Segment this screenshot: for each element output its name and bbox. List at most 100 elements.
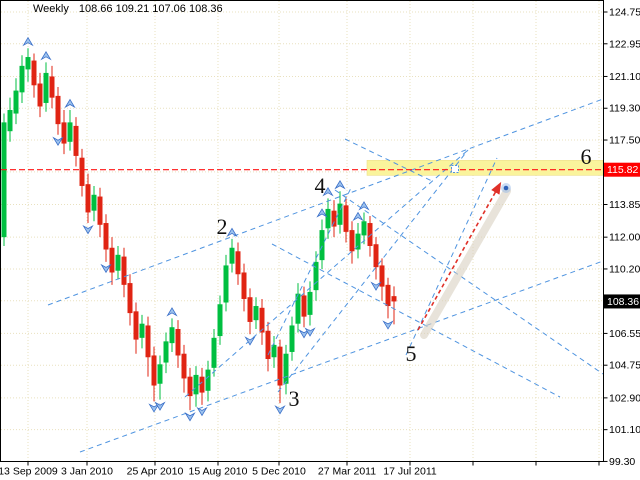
fractal-down-icon (304, 327, 316, 337)
candle-body (379, 265, 385, 287)
trendline (277, 149, 469, 393)
fractal-up-icon (226, 227, 238, 238)
fractal-down-icon (154, 401, 166, 411)
candle-body (301, 295, 307, 317)
price-axis-label: 106.55 (609, 328, 640, 340)
date-axis-label: 13 Sep 2009 (0, 466, 58, 478)
trendline (47, 98, 604, 306)
candle-body (337, 203, 343, 225)
candle-body (259, 307, 265, 333)
candle-body (373, 244, 379, 268)
candle-body (343, 205, 349, 232)
candle-body (121, 256, 127, 285)
date-axis-label: 5 Dec 2010 (252, 466, 306, 478)
candle-body (181, 353, 187, 379)
wave-label-6[interactable]: 6 (581, 144, 592, 169)
candle-body (61, 122, 67, 144)
fractal-up-icon (352, 211, 364, 222)
wave-number-layer[interactable]: 2 3 4 5 6 (217, 144, 592, 411)
price-axis-label: 99.30 (609, 456, 635, 468)
date-axis-label: 25 Apr 2010 (127, 466, 184, 478)
ohlc-values: 108.66 109.21 107.06 108.36 (78, 3, 223, 15)
candle-body (73, 125, 79, 156)
wave-label-5[interactable]: 5 (406, 341, 417, 366)
wave-label-3[interactable]: 3 (289, 386, 300, 411)
candle-body (19, 65, 25, 93)
candle-body (199, 376, 205, 393)
fractal-up-icon (22, 36, 34, 47)
wave-label-4[interactable]: 4 (315, 173, 326, 198)
candle-body (331, 210, 337, 227)
price-axis-label: 121.10 (609, 71, 640, 83)
candle-body (193, 374, 199, 395)
grid-layer (1, 1, 603, 461)
candle-body (355, 233, 361, 250)
candle-body (43, 72, 49, 103)
current-price-badge: 108.36 (607, 296, 639, 308)
candle-body (103, 223, 109, 250)
fractal-up-icon (322, 187, 334, 197)
candle-body (361, 221, 367, 236)
candle-body (169, 327, 175, 344)
candle-body (1, 122, 7, 238)
trendline (267, 185, 353, 356)
fractal-up-icon (334, 179, 346, 190)
candle-body (223, 265, 229, 303)
projection-arrow-layer[interactable] (417, 165, 511, 339)
projection-arrow-shadow (420, 187, 511, 339)
candle-body (247, 297, 253, 322)
candle-body (49, 76, 55, 98)
candle-body (67, 122, 73, 142)
target-dot (503, 185, 509, 191)
fractal-up-icon (40, 51, 52, 61)
candle-body (7, 110, 13, 132)
candle-body (109, 247, 115, 273)
price-axis-label: 104.75 (609, 360, 640, 372)
candle-body (175, 328, 181, 356)
candle-body (265, 330, 271, 360)
price-axis-label: 101.10 (609, 424, 640, 436)
timeframe-label: Weekly (33, 3, 69, 15)
candle-body (127, 283, 133, 314)
fractal-down-icon (184, 412, 196, 422)
candle-body (277, 346, 283, 386)
date-axis-label: 3 Jan 2010 (61, 466, 113, 478)
candle-body (325, 208, 331, 229)
candle-body (253, 306, 259, 321)
trendlines-layer[interactable] (47, 98, 604, 453)
candle-body (55, 95, 61, 125)
price-axis-label: 122.95 (609, 38, 640, 50)
candle-body (151, 355, 157, 386)
candle-body (187, 376, 193, 397)
date-axis-label: 17 Jul 2011 (383, 466, 437, 478)
candle-body (145, 325, 151, 358)
wave-label-2[interactable]: 2 (217, 214, 228, 239)
candle-body (229, 247, 235, 264)
trendline (271, 243, 561, 398)
price-axis-label: 112.00 (609, 232, 640, 244)
date-axis-label: 15 Aug 2010 (189, 466, 248, 478)
price-axis-label: 110.20 (609, 263, 640, 275)
price-axis-label: 113.85 (609, 199, 640, 211)
fractal-down-icon (382, 320, 394, 330)
target-price-badge: 115.82 (607, 164, 638, 176)
candle-body (205, 369, 211, 391)
candle-body (139, 323, 145, 338)
fractal-up-icon (316, 208, 328, 218)
candle-body (115, 254, 121, 271)
candle-body (367, 223, 373, 246)
level-cross-marker (451, 165, 459, 173)
candle-body (31, 60, 37, 86)
projection-arrow (417, 181, 502, 331)
candle-body (211, 337, 217, 368)
price-axis-label: 124.75 (609, 7, 640, 19)
candle-body (295, 293, 301, 324)
candle-body (37, 83, 43, 107)
candle-body (79, 157, 85, 186)
target-price-badge-bg (604, 162, 640, 177)
candle-body (85, 184, 91, 213)
fractal-up-icon (166, 307, 178, 317)
fractal-down-icon (196, 406, 208, 417)
